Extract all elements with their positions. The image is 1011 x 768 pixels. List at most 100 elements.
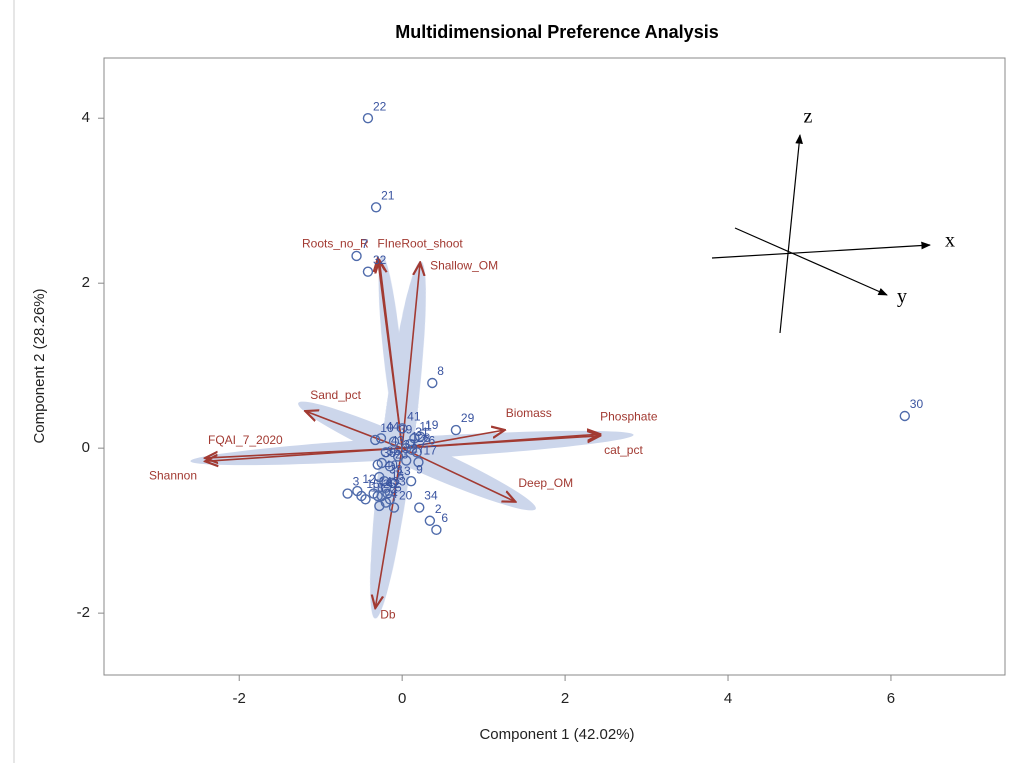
vector-label: Shallow_OM bbox=[430, 259, 498, 273]
point bbox=[374, 500, 385, 512]
y-tick-label: -2 bbox=[77, 604, 90, 621]
vector-label: Shannon bbox=[149, 469, 197, 483]
point bbox=[370, 434, 381, 446]
point-label: 33 bbox=[392, 475, 406, 489]
point bbox=[384, 494, 396, 505]
x-tick-label: 0 bbox=[398, 690, 406, 707]
point-label: 40 bbox=[384, 458, 398, 472]
x-tick-label: 2 bbox=[561, 690, 569, 707]
point-label: 29 bbox=[461, 411, 475, 425]
point-label: 43 bbox=[391, 433, 405, 447]
point-label: 6 bbox=[441, 511, 448, 525]
point-label: 34 bbox=[424, 489, 438, 503]
point-label: 30 bbox=[910, 397, 924, 411]
point bbox=[362, 266, 374, 277]
point-label: 20 bbox=[399, 489, 413, 503]
vector-label: Sand_pct bbox=[310, 388, 361, 402]
point-label: 14 bbox=[379, 475, 393, 489]
point bbox=[427, 377, 438, 389]
point-label: 36 bbox=[387, 444, 401, 458]
x-axis-label: Component 1 (42.02%) bbox=[479, 726, 634, 743]
point bbox=[405, 475, 417, 487]
point bbox=[388, 502, 400, 513]
point-label: 35 bbox=[383, 446, 397, 460]
vector-label: FIneRoot_shoot bbox=[377, 236, 463, 250]
point bbox=[387, 477, 398, 489]
vector bbox=[402, 430, 505, 449]
vector bbox=[379, 260, 403, 449]
point bbox=[360, 494, 371, 505]
point-label: 13 bbox=[397, 464, 411, 478]
point-label: 39 bbox=[399, 423, 413, 437]
glyph-y-label: y bbox=[897, 286, 907, 308]
vector-label: cat_pct bbox=[604, 443, 643, 457]
vector bbox=[305, 411, 403, 449]
glyph-x-label: x bbox=[945, 230, 955, 252]
glyph-x bbox=[711, 241, 931, 259]
point bbox=[406, 444, 418, 456]
point bbox=[411, 447, 423, 458]
point bbox=[388, 436, 400, 447]
point-label: 28 bbox=[417, 431, 431, 445]
point bbox=[375, 433, 387, 444]
point-label: 12 bbox=[362, 472, 376, 486]
x-tick-label: -2 bbox=[233, 690, 246, 707]
vector-label: FQAI_7_2020 bbox=[208, 433, 283, 447]
point-label: 23 bbox=[395, 447, 409, 461]
point bbox=[384, 461, 396, 472]
vector-label: Db bbox=[380, 607, 396, 621]
point-label: 31 bbox=[415, 425, 429, 439]
y-axis-label: Component 2 (28.26%) bbox=[31, 288, 48, 443]
point-label: 1 bbox=[411, 429, 418, 443]
point-label: 41 bbox=[407, 410, 421, 424]
glyph-z bbox=[779, 134, 803, 334]
point bbox=[401, 455, 412, 466]
point bbox=[414, 431, 426, 442]
point-label: 2 bbox=[435, 502, 442, 516]
point-label: 21 bbox=[381, 188, 395, 202]
vector-label: Roots_no_R bbox=[302, 237, 369, 251]
y-tick-label: 2 bbox=[82, 274, 90, 291]
axis-glyph bbox=[711, 134, 931, 334]
point-label: 5 bbox=[395, 480, 402, 494]
point-label: 25 bbox=[383, 477, 397, 491]
point bbox=[392, 451, 404, 462]
point-label: 17 bbox=[423, 443, 437, 457]
x-tick-label: 4 bbox=[724, 690, 732, 707]
point-label: 11 bbox=[419, 419, 432, 433]
point-label: 44 bbox=[386, 419, 400, 433]
vector bbox=[401, 263, 420, 449]
point-label: 7 bbox=[362, 237, 369, 251]
point bbox=[370, 202, 382, 213]
point bbox=[351, 250, 362, 262]
vector bbox=[402, 436, 600, 449]
point-label: 3 bbox=[353, 475, 360, 489]
point bbox=[380, 482, 392, 493]
point bbox=[372, 459, 383, 470]
point-label: 16 bbox=[391, 469, 405, 483]
point bbox=[424, 515, 436, 526]
y-tick-label: 4 bbox=[82, 109, 90, 126]
point-label: 37 bbox=[403, 438, 417, 452]
point-label: 15 bbox=[366, 477, 380, 491]
point-label: 4 bbox=[391, 484, 398, 498]
glyph-y bbox=[734, 227, 888, 296]
vector-label: Deep_OM bbox=[518, 476, 573, 490]
point bbox=[431, 524, 442, 536]
vector bbox=[401, 447, 515, 502]
y-tick-label: 0 bbox=[82, 439, 90, 456]
glyph-z-label: z bbox=[804, 106, 813, 128]
point bbox=[899, 410, 910, 422]
vector bbox=[205, 447, 403, 461]
point-label: 22 bbox=[373, 99, 387, 113]
vector bbox=[375, 448, 403, 608]
x-tick-label: 6 bbox=[887, 690, 895, 707]
vector-label: Biomass bbox=[506, 406, 552, 420]
point bbox=[372, 490, 383, 502]
point bbox=[450, 424, 462, 436]
point bbox=[362, 113, 374, 124]
point-label: 38 bbox=[389, 462, 403, 476]
vector-label: Phosphate bbox=[600, 409, 658, 423]
chart-title: Multidimensional Preference Analysis bbox=[395, 22, 718, 42]
